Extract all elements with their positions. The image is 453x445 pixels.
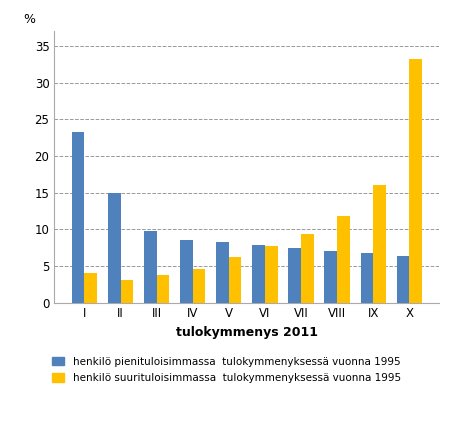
Bar: [229, 257, 241, 303]
Bar: [120, 280, 133, 303]
Bar: [361, 253, 373, 303]
Bar: [324, 251, 337, 303]
X-axis label: tulokymmenys 2011: tulokymmenys 2011: [176, 326, 318, 339]
Bar: [373, 185, 386, 303]
Bar: [301, 234, 313, 303]
Bar: [193, 269, 205, 303]
Bar: [289, 248, 301, 303]
Bar: [252, 245, 265, 303]
Bar: [216, 243, 229, 303]
Bar: [180, 240, 193, 303]
Text: %: %: [24, 13, 35, 26]
Bar: [157, 275, 169, 303]
Bar: [108, 193, 120, 303]
Bar: [265, 246, 278, 303]
Bar: [409, 59, 422, 303]
Bar: [397, 256, 409, 303]
Bar: [72, 132, 85, 303]
Legend: henkilö pienituloisimmassa  tulokymmenyksessä vuonna 1995, henkilö suurituloisim: henkilö pienituloisimmassa tulokymmenyks…: [52, 357, 401, 383]
Bar: [85, 273, 97, 303]
Bar: [337, 216, 350, 303]
Bar: [144, 231, 157, 303]
